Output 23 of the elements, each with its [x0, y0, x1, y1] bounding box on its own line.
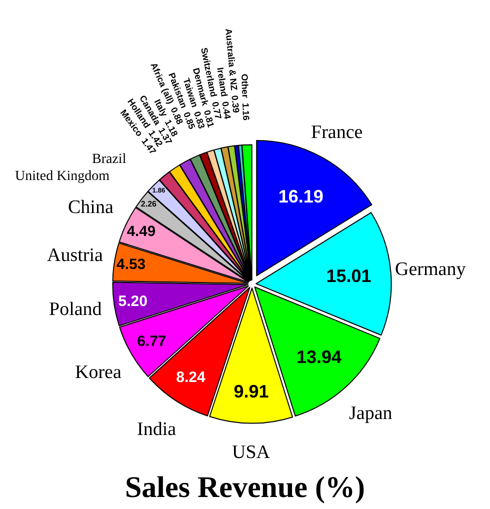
data-label: 8.24: [176, 369, 206, 386]
slice-label: Austria: [47, 245, 104, 266]
slice-label: Poland: [49, 299, 102, 320]
data-label: 15.01: [326, 266, 372, 286]
slice-label: China: [68, 197, 114, 218]
slice-label: Other 1.16: [239, 74, 252, 121]
slice-label: Germany: [395, 259, 466, 280]
data-label: 4.49: [126, 224, 156, 240]
slice-label: USA: [232, 442, 270, 463]
data-label: 5.20: [118, 292, 148, 310]
data-label: 4.53: [116, 256, 146, 273]
data-label: 9.91: [234, 382, 269, 402]
data-label: 2.26: [140, 200, 158, 209]
data-label: 16.19: [278, 186, 324, 206]
slice-label: Brazil: [92, 152, 126, 167]
slice-label: Japan: [349, 403, 393, 424]
text: Sales Revenue (%): [125, 471, 365, 504]
slice-label: Korea: [75, 362, 122, 383]
slice-label: United Kingdom: [15, 169, 110, 184]
slice-label: India: [137, 419, 177, 440]
slice-label: France: [311, 122, 363, 143]
data-label: 13.94: [296, 346, 342, 367]
data-label: 6.77: [137, 333, 166, 350]
